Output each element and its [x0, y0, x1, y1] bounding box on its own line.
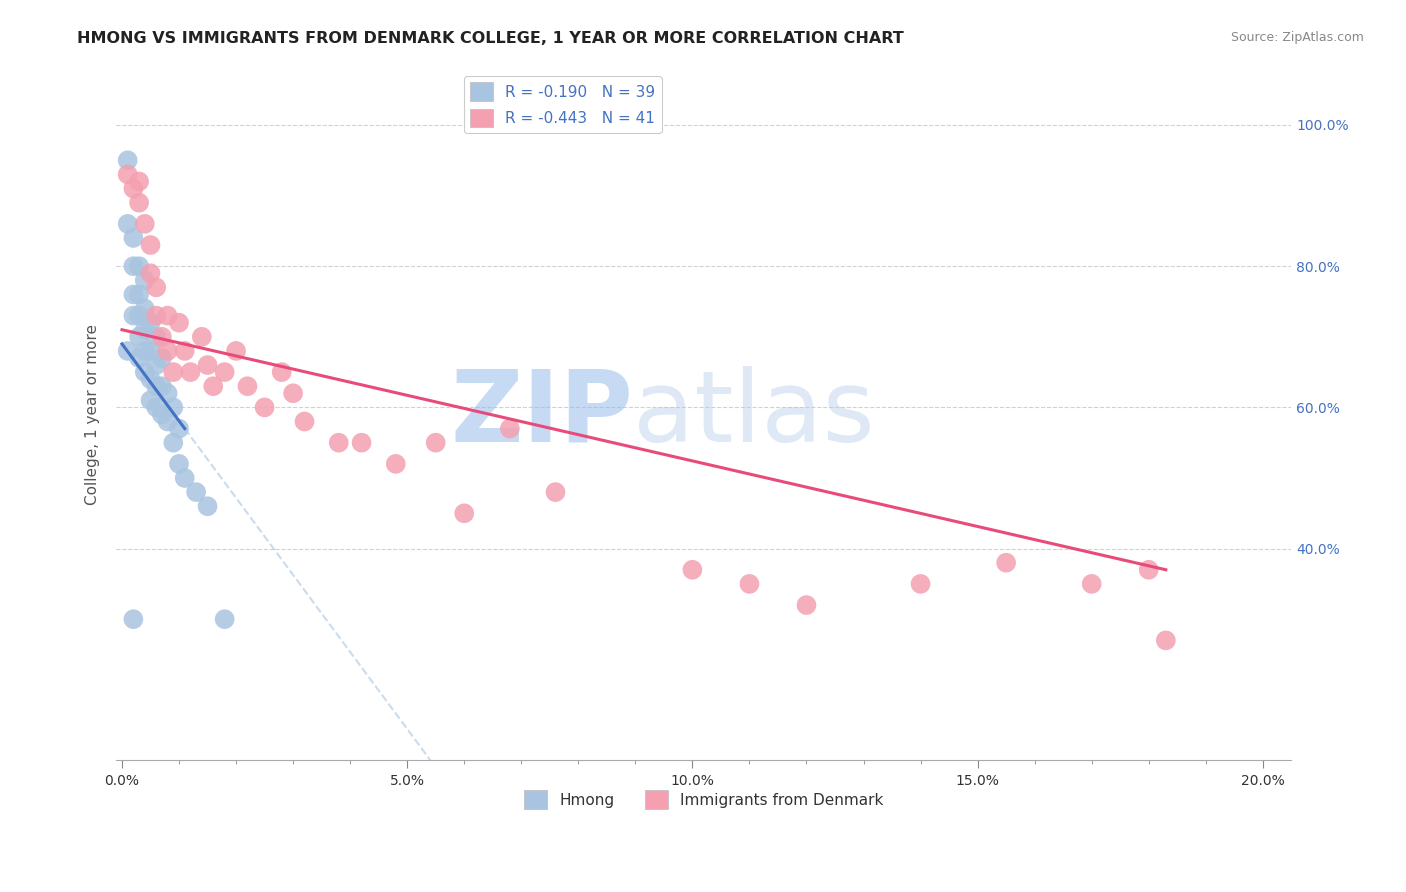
Point — [150, 408, 173, 422]
Point — [145, 309, 167, 323]
Point — [225, 343, 247, 358]
Text: ZIP: ZIP — [450, 366, 633, 463]
Text: atlas: atlas — [633, 366, 875, 463]
Point — [150, 330, 173, 344]
Point — [738, 577, 761, 591]
Point — [139, 266, 162, 280]
Point — [995, 556, 1018, 570]
Point — [122, 231, 145, 245]
Y-axis label: College, 1 year or more: College, 1 year or more — [86, 324, 100, 505]
Point — [145, 358, 167, 372]
Point — [167, 421, 190, 435]
Point — [384, 457, 406, 471]
Text: HMONG VS IMMIGRANTS FROM DENMARK COLLEGE, 1 YEAR OR MORE CORRELATION CHART: HMONG VS IMMIGRANTS FROM DENMARK COLLEGE… — [77, 31, 904, 46]
Point — [117, 343, 139, 358]
Point — [117, 168, 139, 182]
Point — [156, 309, 179, 323]
Point — [134, 217, 156, 231]
Point — [191, 330, 214, 344]
Point — [134, 323, 156, 337]
Point — [350, 435, 373, 450]
Point — [145, 280, 167, 294]
Point — [167, 457, 190, 471]
Point — [197, 358, 219, 372]
Point — [1154, 633, 1177, 648]
Point — [156, 415, 179, 429]
Point — [544, 485, 567, 500]
Point — [253, 401, 276, 415]
Point — [134, 273, 156, 287]
Point — [162, 435, 184, 450]
Point — [134, 343, 156, 358]
Point — [139, 343, 162, 358]
Point — [122, 287, 145, 301]
Legend: Hmong, Immigrants from Denmark: Hmong, Immigrants from Denmark — [517, 784, 890, 815]
Text: Source: ZipAtlas.com: Source: ZipAtlas.com — [1230, 31, 1364, 45]
Point — [134, 365, 156, 379]
Point — [173, 471, 195, 485]
Point — [128, 330, 150, 344]
Point — [145, 401, 167, 415]
Point — [214, 365, 236, 379]
Point — [281, 386, 304, 401]
Point — [796, 598, 818, 612]
Point — [202, 379, 225, 393]
Point — [128, 174, 150, 188]
Point — [145, 379, 167, 393]
Point — [139, 316, 162, 330]
Point — [139, 372, 162, 386]
Point — [139, 238, 162, 252]
Point — [128, 287, 150, 301]
Point — [128, 195, 150, 210]
Point — [128, 309, 150, 323]
Point — [150, 351, 173, 365]
Point — [294, 415, 316, 429]
Point — [179, 365, 201, 379]
Point — [910, 577, 932, 591]
Point — [122, 612, 145, 626]
Point — [145, 330, 167, 344]
Point — [156, 343, 179, 358]
Point — [150, 379, 173, 393]
Point — [167, 316, 190, 330]
Point — [197, 500, 219, 514]
Point — [117, 153, 139, 168]
Point — [1137, 563, 1160, 577]
Point — [453, 506, 475, 520]
Point — [681, 563, 703, 577]
Point — [236, 379, 259, 393]
Point — [117, 217, 139, 231]
Point — [184, 485, 207, 500]
Point — [134, 301, 156, 316]
Point — [173, 343, 195, 358]
Point — [328, 435, 350, 450]
Point — [1080, 577, 1102, 591]
Point — [156, 386, 179, 401]
Point — [270, 365, 292, 379]
Point — [122, 309, 145, 323]
Point — [122, 259, 145, 273]
Point — [139, 393, 162, 408]
Point — [425, 435, 447, 450]
Point — [499, 421, 522, 435]
Point — [122, 181, 145, 195]
Point — [128, 351, 150, 365]
Point — [128, 259, 150, 273]
Point — [162, 401, 184, 415]
Point — [214, 612, 236, 626]
Point — [162, 365, 184, 379]
